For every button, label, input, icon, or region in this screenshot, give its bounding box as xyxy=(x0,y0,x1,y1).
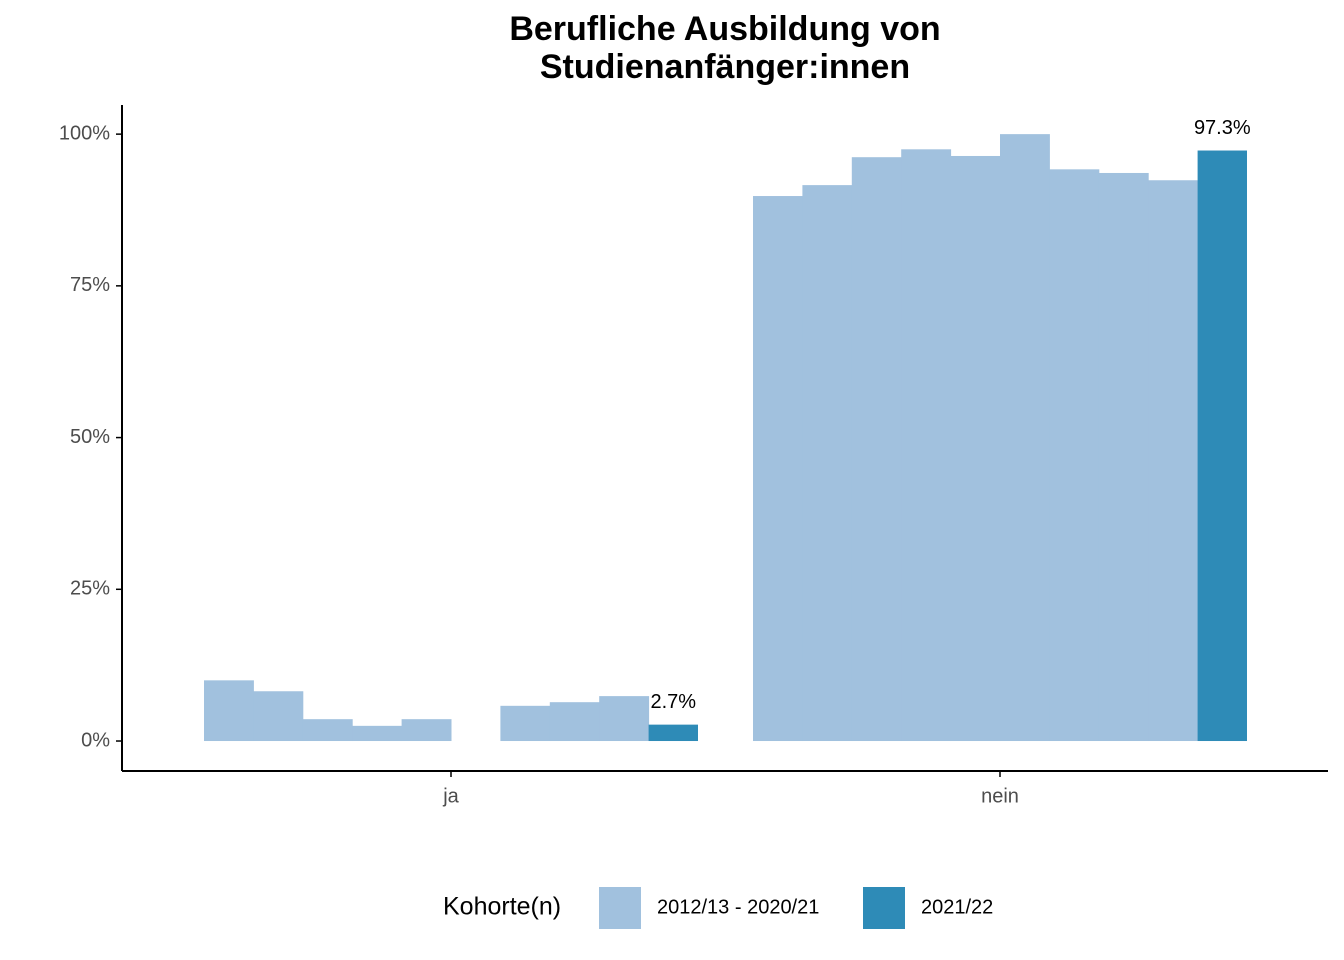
bar xyxy=(1098,172,1149,742)
legend-swatch xyxy=(863,887,905,929)
bar xyxy=(753,196,803,742)
y-tick-label: 75% xyxy=(70,274,110,296)
data-label: 2.7% xyxy=(651,691,697,713)
data-label: 97.3% xyxy=(1194,117,1251,139)
bar xyxy=(401,719,452,742)
bar xyxy=(648,724,698,742)
chart-title: Berufliche Ausbildung von Studienanfänge… xyxy=(509,10,941,86)
bar xyxy=(204,680,254,742)
y-tick-label: 25% xyxy=(70,578,110,600)
bar xyxy=(599,696,650,742)
x-tick-label: nein xyxy=(981,785,1019,807)
bar xyxy=(500,705,551,742)
bar xyxy=(549,702,600,742)
x-tick-label: ja xyxy=(442,785,459,807)
bar xyxy=(253,691,304,742)
legend-label: 2012/13 - 2020/21 xyxy=(657,896,819,918)
y-tick-label: 50% xyxy=(70,426,110,448)
bar xyxy=(1148,180,1199,742)
bar xyxy=(1197,150,1247,742)
bar xyxy=(802,185,853,742)
y-tick-label: 100% xyxy=(59,122,110,144)
bar xyxy=(352,725,403,742)
legend-swatch xyxy=(599,887,641,929)
bar xyxy=(1049,169,1100,742)
y-tick-label: 0% xyxy=(81,729,110,751)
bar xyxy=(1000,134,1050,742)
legend-title: Kohorte(n) xyxy=(443,893,561,921)
bar xyxy=(950,155,1001,742)
bar xyxy=(851,157,902,742)
legend-label: 2021/22 xyxy=(921,896,993,918)
bar xyxy=(901,149,952,742)
bar xyxy=(302,719,353,742)
